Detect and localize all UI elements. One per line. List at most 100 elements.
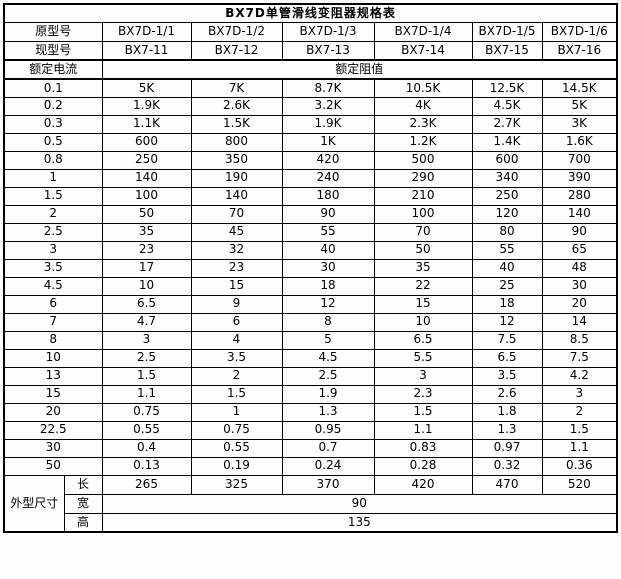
resistance-value-cell: 15 (373, 294, 473, 314)
resistance-value-cell: 40 (281, 240, 375, 260)
resistance-value-cell: 7.5 (471, 330, 543, 350)
current-model-cell: BX7-16 (541, 40, 618, 61)
resistance-value-cell: 6.5 (471, 348, 543, 368)
resistance-value-cell: 2 (190, 366, 283, 386)
rated-current-cell: 4.5 (3, 276, 103, 296)
table-row: 8 3 4 5 6.5 7.5 8.5 (3, 330, 618, 350)
table-row: 15 1.1 1.5 1.9 2.3 2.6 3 (3, 384, 618, 404)
original-model-cell: BX7D-1/2 (190, 21, 283, 42)
rated-current-cell: 0.2 (3, 96, 103, 116)
rated-current-cell: 0.5 (3, 132, 103, 152)
resistance-value-cell: 0.75 (101, 402, 192, 422)
resistance-value-cell: 35 (101, 222, 192, 242)
resistance-value-cell: 10 (373, 312, 473, 332)
resistance-value-cell: 180 (281, 186, 375, 206)
resistance-value-cell: 2.3K (373, 114, 473, 134)
table-row: 0.5 600 800 1K 1.2K 1.4K 1.6K (3, 132, 618, 152)
resistance-value-cell: 9 (190, 294, 283, 314)
resistance-value-cell: 1.1 (373, 420, 473, 440)
rated-current-cell: 30 (3, 438, 103, 458)
resistance-value-cell: 6 (190, 312, 283, 332)
resistance-value-cell: 25 (471, 276, 543, 296)
current-model-cell: BX7-14 (373, 40, 473, 61)
resistance-value-cell: 3K (541, 114, 618, 134)
table-row: 2 50 70 90 100 120 140 (3, 204, 618, 224)
table-row: 2.5 35 45 55 70 80 90 (3, 222, 618, 242)
resistance-value-cell: 600 (101, 132, 192, 152)
table-row: 4.5 10 15 18 22 25 30 (3, 276, 618, 296)
resistance-value-cell: 1.9K (101, 96, 192, 116)
height-row: 高 135 (4, 512, 618, 533)
resistance-value-cell: 4.5 (281, 348, 375, 368)
resistance-value-cell: 5 (281, 330, 375, 350)
table-row: 20 0.75 1 1.3 1.5 1.8 2 (3, 402, 618, 422)
resistance-value-cell: 1.4K (471, 132, 543, 152)
resistance-value-cell: 0.7 (281, 438, 375, 458)
resistance-value-cell: 1.8 (471, 402, 543, 422)
resistance-value-cell: 1.5 (101, 366, 192, 386)
resistance-value-cell: 20 (541, 294, 618, 314)
resistance-value-cell: 5K (541, 96, 618, 116)
resistance-value-cell: 240 (281, 168, 375, 188)
original-model-cell: BX7D-1/4 (373, 21, 473, 42)
table-row: 0.3 1.1K 1.5K 1.9K 2.3K 2.7K 3K (3, 114, 618, 134)
resistance-value-cell: 14 (541, 312, 618, 332)
original-model-cell: BX7D-1/3 (281, 21, 375, 42)
resistance-value-cell: 0.13 (101, 456, 192, 476)
table-row: 1 140 190 240 290 340 390 (3, 168, 618, 188)
resistance-value-cell: 32 (190, 240, 283, 260)
resistance-value-cell: 1 (190, 402, 283, 422)
resistance-value-cell: 5K (101, 78, 192, 98)
current-model-cell: BX7-15 (471, 40, 543, 61)
table-row: 7 4.7 6 8 10 12 14 (3, 312, 618, 332)
rated-header-row: 额定电流 额定阻值 (3, 59, 618, 80)
width-label: 宽 (63, 493, 103, 514)
width-row: 宽 90 (4, 493, 618, 514)
resistance-value-cell: 2.6 (471, 384, 543, 404)
rated-current-cell: 3 (3, 240, 103, 260)
resistance-value-cell: 0.19 (190, 456, 283, 476)
length-value-cell: 470 (471, 474, 543, 495)
resistance-value-cell: 4K (373, 96, 473, 116)
resistance-value-cell: 280 (541, 186, 618, 206)
table-row: 30 0.4 0.55 0.7 0.83 0.97 1.1 (3, 438, 618, 458)
resistance-value-cell: 1.2K (373, 132, 473, 152)
resistance-value-cell: 0.24 (281, 456, 375, 476)
resistance-value-cell: 2 (541, 402, 618, 422)
resistance-value-cell: 14.5K (541, 78, 618, 98)
resistance-value-cell: 1.1 (101, 384, 192, 404)
resistance-value-cell: 1K (281, 132, 375, 152)
current-model-label: 现型号 (3, 40, 103, 61)
length-value-cell: 325 (190, 474, 283, 495)
rated-current-cell: 50 (3, 456, 103, 476)
resistance-value-cell: 2.7K (471, 114, 543, 134)
original-model-row: 原型号 BX7D-1/1 BX7D-1/2 BX7D-1/3 BX7D-1/4 … (3, 21, 618, 42)
resistance-value-cell: 1.5 (190, 384, 283, 404)
rated-current-cell: 6 (3, 294, 103, 314)
resistance-value-cell: 6.5 (101, 294, 192, 314)
resistance-value-cell: 7.5 (541, 348, 618, 368)
resistance-value-cell: 55 (471, 240, 543, 260)
resistance-value-cell: 18 (471, 294, 543, 314)
rated-current-cell: 1.5 (3, 186, 103, 206)
resistance-value-cell: 17 (101, 258, 192, 278)
resistance-value-cell: 0.97 (471, 438, 543, 458)
resistance-value-cell: 8.7K (281, 78, 375, 98)
rated-current-cell: 22.5 (3, 420, 103, 440)
rated-current-cell: 13 (3, 366, 103, 386)
dimensions-label: 外型尺寸 (3, 474, 65, 533)
resistance-value-cell: 23 (190, 258, 283, 278)
resistance-value-cell: 3.5 (190, 348, 283, 368)
table-row: 0.1 5K 7K 8.7K 10.5K 12.5K 14.5K (3, 78, 618, 98)
resistance-value-cell: 3 (541, 384, 618, 404)
table-row: 22.5 0.55 0.75 0.95 1.1 1.3 1.5 (3, 420, 618, 440)
resistance-value-cell: 45 (190, 222, 283, 242)
rated-current-cell: 15 (3, 384, 103, 404)
resistance-value-cell: 8.5 (541, 330, 618, 350)
height-value-cell: 135 (101, 512, 618, 533)
resistance-value-cell: 600 (471, 150, 543, 170)
current-model-cell: BX7-11 (101, 40, 192, 61)
resistance-value-cell: 90 (281, 204, 375, 224)
resistance-value-cell: 70 (190, 204, 283, 224)
